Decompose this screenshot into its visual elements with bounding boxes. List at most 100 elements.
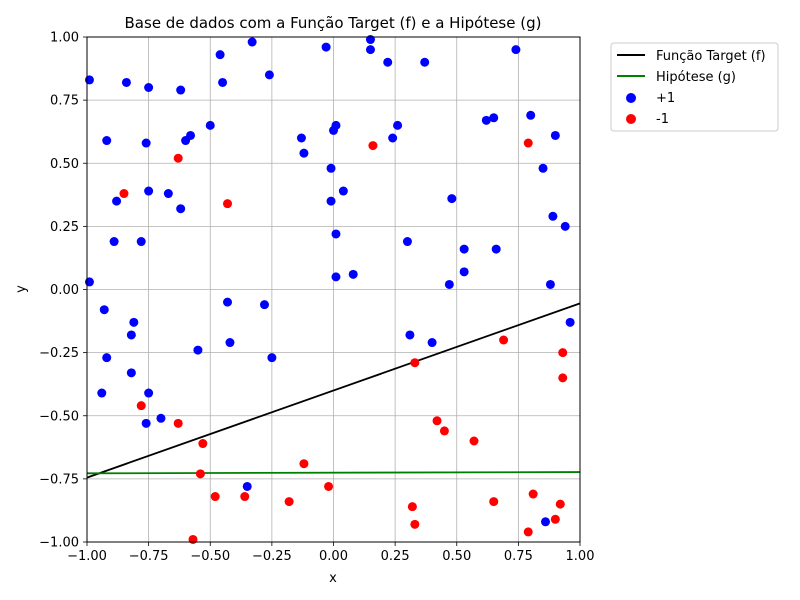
positive-point xyxy=(402,237,412,247)
y-tick-label: 1.00 xyxy=(50,31,79,46)
positive-point xyxy=(259,300,269,310)
positive-point xyxy=(545,279,555,289)
positive-point xyxy=(511,45,521,55)
x-tick-label: −0.25 xyxy=(252,549,292,564)
legend-negative-marker xyxy=(626,114,636,124)
positive-point xyxy=(129,317,139,327)
legend: Função Target (f) Hipótese (g) +1 -1 xyxy=(610,42,779,132)
positive-point xyxy=(388,133,398,143)
positive-point xyxy=(144,83,154,92)
negative-point xyxy=(410,519,420,529)
positive-point xyxy=(565,317,575,327)
positive-point xyxy=(121,77,131,87)
data-points xyxy=(84,35,575,544)
positive-point xyxy=(538,163,548,173)
positive-point xyxy=(141,138,151,148)
negative-point xyxy=(136,401,146,411)
positive-point xyxy=(491,244,501,254)
positive-point xyxy=(97,388,107,398)
negative-point xyxy=(410,358,420,368)
negative-point xyxy=(299,459,309,469)
positive-point xyxy=(459,267,469,277)
positive-point xyxy=(223,297,233,307)
positive-point xyxy=(338,186,348,196)
negative-point xyxy=(407,502,417,512)
y-tick-label: 0.00 xyxy=(50,283,79,298)
positive-point xyxy=(247,37,257,47)
positive-point xyxy=(102,136,112,146)
x-tick-label: 1.00 xyxy=(566,549,595,564)
negative-point xyxy=(528,489,538,499)
positive-point xyxy=(331,229,341,239)
negative-point xyxy=(523,138,533,148)
positive-point xyxy=(489,113,499,123)
x-axis-title: x xyxy=(329,571,337,586)
positive-point xyxy=(215,50,225,60)
positive-point xyxy=(156,413,166,423)
positive-point xyxy=(540,517,550,527)
negative-point xyxy=(223,199,233,209)
positive-point xyxy=(84,277,94,287)
chart-title: Base de dados com a Função Target (f) e … xyxy=(125,14,542,32)
negative-point xyxy=(324,481,334,491)
positive-point xyxy=(444,279,454,289)
positive-point xyxy=(264,70,274,80)
positive-point xyxy=(548,211,558,221)
y-tick-label: −0.75 xyxy=(39,472,79,487)
negative-point xyxy=(432,416,442,426)
positive-point xyxy=(447,194,457,204)
positive-point xyxy=(141,418,151,428)
positive-point xyxy=(144,388,154,398)
negative-point xyxy=(173,418,183,428)
x-tick-label: −1.00 xyxy=(67,549,107,564)
positive-point xyxy=(126,368,136,378)
y-axis-title: y xyxy=(14,285,29,293)
positive-point xyxy=(144,186,154,196)
negative-point xyxy=(119,189,129,199)
positive-point xyxy=(459,244,469,254)
legend-positive-label: +1 xyxy=(656,91,675,106)
legend-box xyxy=(610,42,779,132)
positive-point xyxy=(405,330,415,340)
positive-point xyxy=(331,272,341,282)
positive-point xyxy=(550,130,560,140)
y-tick-label: 0.50 xyxy=(50,157,79,172)
y-tick-label: −1.00 xyxy=(39,536,79,551)
function-lines xyxy=(86,302,581,479)
positive-point xyxy=(383,57,393,67)
negative-point xyxy=(368,141,378,151)
positive-point xyxy=(296,133,306,143)
positive-point xyxy=(427,338,437,348)
positive-point xyxy=(176,204,186,214)
positive-point xyxy=(365,35,375,45)
positive-point xyxy=(242,481,252,491)
positive-point xyxy=(136,237,146,247)
positive-point xyxy=(331,120,341,130)
positive-point xyxy=(163,189,173,199)
negative-point xyxy=(550,514,560,524)
negative-point xyxy=(499,335,509,345)
positive-point xyxy=(126,330,136,340)
negative-point xyxy=(469,436,479,446)
negative-point xyxy=(558,348,568,358)
target-function-line xyxy=(86,302,581,479)
positive-point xyxy=(112,196,122,206)
positive-point xyxy=(393,120,403,130)
positive-point xyxy=(560,221,570,231)
negative-point xyxy=(195,469,205,479)
positive-point xyxy=(481,115,491,125)
positive-point xyxy=(84,75,94,85)
positive-point xyxy=(526,110,536,120)
x-tick-label: 0.50 xyxy=(442,549,471,564)
positive-point xyxy=(348,269,358,279)
negative-point xyxy=(439,426,449,436)
positive-point xyxy=(267,353,277,363)
positive-point xyxy=(102,353,112,363)
positive-point xyxy=(205,120,215,130)
axis-ticks: −1.00 −0.75 −0.50 −0.25 0.00 0.25 0.50 0.75 1.00… xyxy=(39,31,594,565)
positive-point xyxy=(176,85,186,95)
x-tick-label: 0.25 xyxy=(381,549,410,564)
x-tick-label: −0.50 xyxy=(190,549,230,564)
